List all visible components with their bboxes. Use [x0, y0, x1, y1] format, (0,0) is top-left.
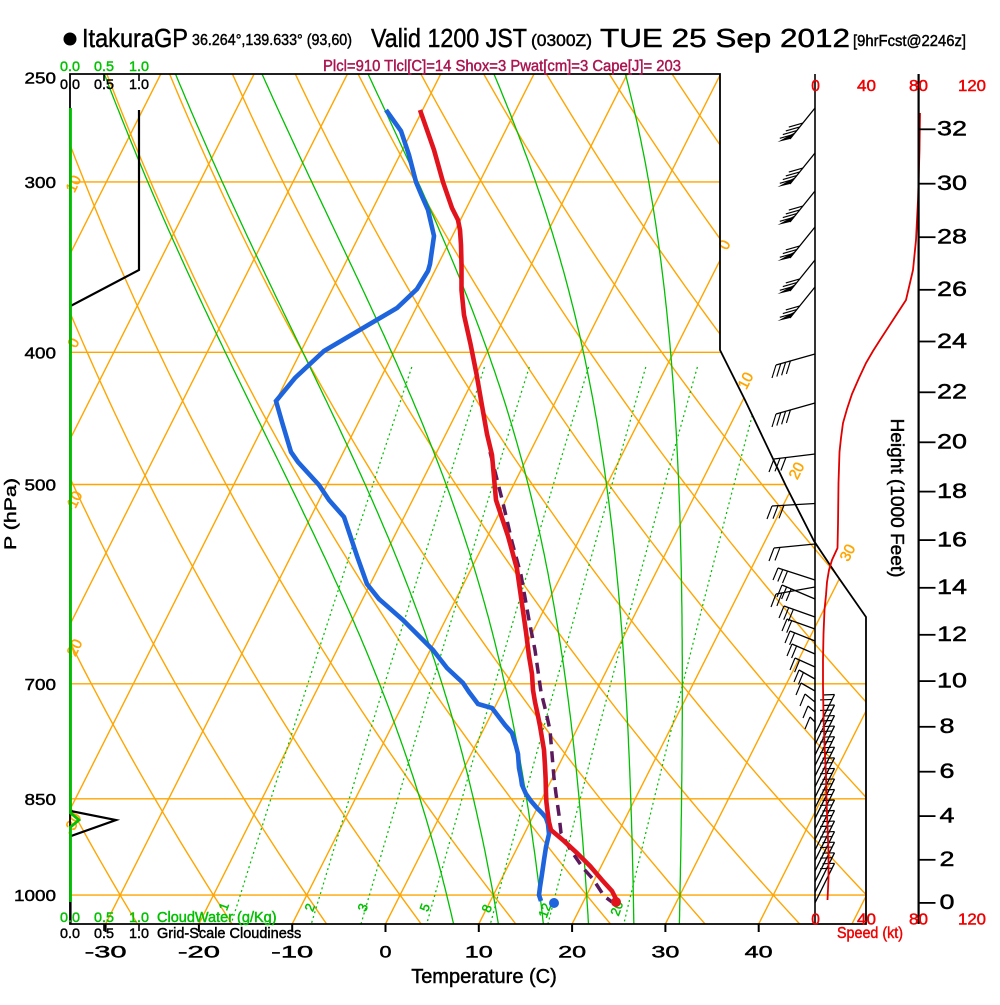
- svg-text:250: 250: [25, 70, 57, 87]
- svg-text:120: 120: [958, 78, 986, 95]
- svg-text:10: 10: [63, 173, 86, 195]
- svg-text:10: 10: [735, 370, 758, 393]
- svg-text:16: 16: [937, 528, 967, 551]
- svg-text:30: 30: [937, 172, 967, 195]
- svg-text:0.5: 0.5: [94, 76, 114, 92]
- svg-text:Height (1000 Feet): Height (1000 Feet): [887, 419, 907, 578]
- svg-text:Valid 1200 JST: Valid 1200 JST: [371, 23, 527, 53]
- svg-text:30: 30: [651, 943, 679, 962]
- svg-text:24: 24: [937, 330, 967, 353]
- svg-text:TUE 25 Sep 2012: TUE 25 Sep 2012: [600, 23, 850, 53]
- svg-text:1.0: 1.0: [129, 925, 149, 941]
- svg-text:10: 10: [937, 669, 967, 692]
- svg-text:2: 2: [940, 848, 955, 871]
- svg-text:Plcl=910 Tlcl[C]=14 Shox=3 Pwa: Plcl=910 Tlcl[C]=14 Shox=3 Pwat[cm]=3 Ca…: [323, 58, 681, 75]
- svg-text:0: 0: [811, 912, 820, 929]
- svg-text:20: 20: [558, 943, 586, 962]
- svg-text:[9hrFcst@2246z]: [9hrFcst@2246z]: [853, 33, 966, 50]
- svg-text:ItakuraGP: ItakuraGP: [82, 23, 188, 53]
- svg-text:28: 28: [937, 225, 967, 248]
- svg-text:6: 6: [940, 760, 955, 783]
- svg-text:12: 12: [937, 623, 967, 646]
- svg-text:P (hPa): P (hPa): [1, 478, 20, 550]
- svg-text:80: 80: [909, 78, 928, 95]
- svg-text:40: 40: [857, 912, 876, 929]
- svg-text:1.0: 1.0: [129, 58, 149, 74]
- svg-text:26: 26: [937, 278, 967, 301]
- svg-text:40: 40: [857, 78, 876, 95]
- svg-text:20: 20: [786, 460, 809, 483]
- svg-text:12: 12: [535, 901, 554, 920]
- svg-text:-10: -10: [271, 943, 313, 962]
- svg-text:120: 120: [958, 912, 986, 929]
- svg-text:0: 0: [811, 78, 820, 95]
- svg-text:0: 0: [940, 891, 955, 914]
- svg-text:400: 400: [25, 345, 57, 362]
- svg-text:Temperature (C): Temperature (C): [411, 966, 557, 988]
- svg-text:0.5: 0.5: [94, 58, 114, 74]
- svg-text:18: 18: [937, 480, 967, 503]
- svg-text:700: 700: [25, 677, 57, 694]
- svg-text:80: 80: [909, 912, 928, 929]
- svg-text:Grid-Scale Cloudiness: Grid-Scale Cloudiness: [157, 926, 301, 942]
- svg-text:0.0: 0.0: [60, 58, 80, 74]
- svg-text:40: 40: [745, 943, 773, 962]
- svg-text:22: 22: [937, 381, 967, 404]
- svg-text:32: 32: [937, 118, 967, 141]
- svg-text:CloudWater (g/Kg): CloudWater (g/Kg): [157, 910, 277, 926]
- svg-text:0.0: 0.0: [60, 925, 80, 941]
- svg-text:14: 14: [937, 576, 967, 599]
- svg-text:(0300Z): (0300Z): [531, 31, 592, 50]
- svg-text:300: 300: [25, 175, 57, 192]
- svg-text:Speed (kt): Speed (kt): [837, 925, 903, 942]
- svg-text:20: 20: [937, 431, 967, 454]
- svg-text:4: 4: [940, 804, 955, 827]
- svg-text:0.0: 0.0: [60, 909, 80, 925]
- svg-text:-20: -20: [178, 943, 220, 962]
- svg-text:850: 850: [25, 792, 57, 809]
- svg-text:0.0: 0.0: [60, 76, 80, 92]
- svg-text:0.5: 0.5: [94, 909, 114, 925]
- svg-text:8: 8: [940, 715, 955, 738]
- svg-text:1.0: 1.0: [129, 76, 149, 92]
- svg-text:-30: -30: [85, 943, 127, 962]
- svg-text:0: 0: [380, 943, 392, 962]
- svg-text:10: 10: [465, 943, 493, 962]
- svg-text:500: 500: [25, 478, 57, 495]
- svg-text:1.0: 1.0: [129, 909, 149, 925]
- svg-text:36.264°,139.633° (93,60): 36.264°,139.633° (93,60): [192, 32, 352, 49]
- svg-text:30: 30: [837, 542, 860, 565]
- svg-text:1000: 1000: [14, 888, 56, 905]
- svg-text:0.5: 0.5: [94, 925, 114, 941]
